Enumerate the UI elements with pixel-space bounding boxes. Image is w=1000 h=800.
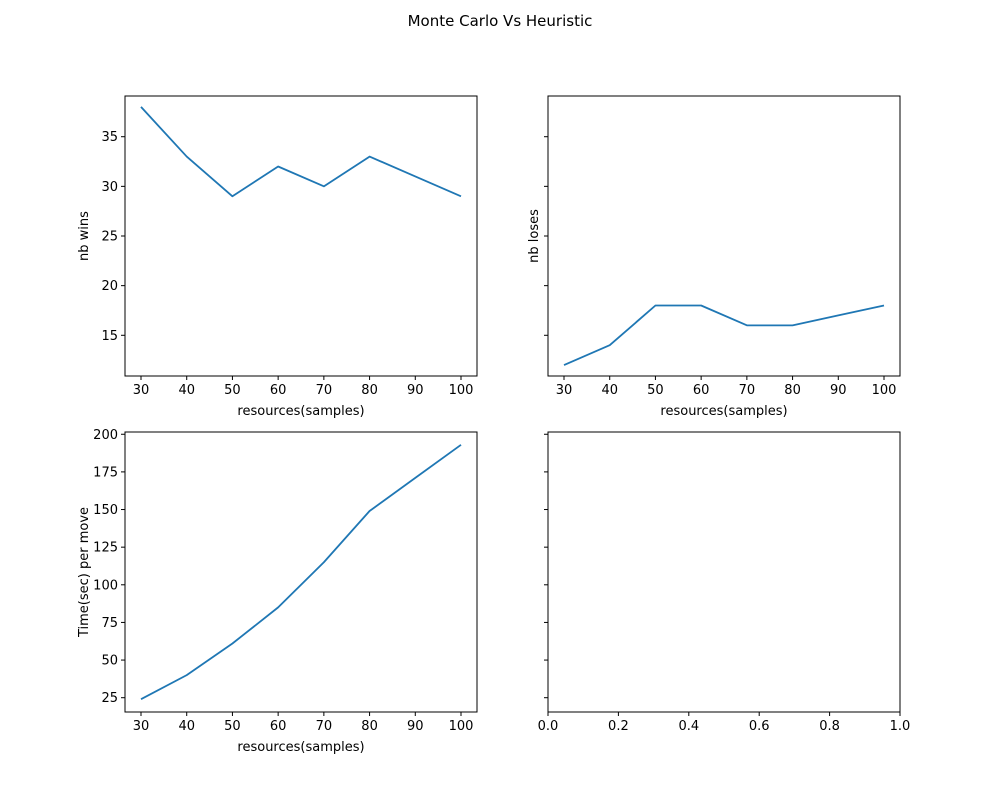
x-tick-label: 70 [316, 383, 333, 398]
y-axis-label: Time(sec) per move [77, 507, 92, 638]
subplot-top-left: 30 40 50 60 70 80 90 100 15 20 25 30 35 resources(sam… [77, 95, 478, 419]
x-tick-label: 50 [647, 383, 664, 398]
y-tick-label: 200 [93, 428, 118, 443]
x-tick-label: 100 [449, 383, 474, 398]
x-axis-label: resources(samples) [237, 404, 364, 419]
y-tick-label: 35 [101, 130, 118, 145]
series-line [140, 444, 462, 700]
x-axis-label: resources(samples) [237, 740, 364, 755]
x-tick-label: 40 [178, 719, 195, 734]
x-tick-label: 1.0 [890, 719, 911, 734]
y-tick-label: 125 [93, 541, 118, 556]
y-tick-label: 50 [101, 654, 118, 669]
x-tick-label: 0.0 [538, 719, 559, 734]
x-tick-label: 60 [270, 383, 287, 398]
y-tick-label: 25 [101, 230, 118, 245]
x-tick-label: 100 [872, 383, 897, 398]
axes-frame [547, 431, 901, 713]
y-tick-label: 150 [93, 503, 118, 518]
x-tick-label: 30 [133, 383, 150, 398]
x-tick-label: 40 [601, 383, 618, 398]
x-tick-label: 90 [830, 383, 847, 398]
x-tick-label: 0.8 [819, 719, 840, 734]
x-tick-label: 80 [784, 383, 801, 398]
x-tick-label: 100 [449, 719, 474, 734]
x-tick-label: 50 [224, 383, 241, 398]
axes-frame [124, 95, 478, 377]
series-line [563, 304, 885, 366]
figure-title: Monte Carlo Vs Heuristic [407, 12, 593, 30]
subplot-bottom-right: 0.0 0.2 0.4 0.6 0.8 1.0 [538, 431, 911, 734]
x-tick-label: 90 [407, 719, 424, 734]
y-axis-label: nb loses [527, 209, 542, 263]
y-tick-label: 30 [101, 180, 118, 195]
x-tick-label: 30 [133, 719, 150, 734]
x-tick-label: 70 [316, 719, 333, 734]
x-tick-label: 0.4 [678, 719, 699, 734]
series-line [140, 106, 462, 198]
axes-frame [547, 95, 901, 377]
x-tick-label: 60 [270, 719, 287, 734]
x-tick-label: 80 [361, 383, 378, 398]
subplot-top-right: 30 40 50 60 70 80 90 100 resources(samples) nb lo… [527, 95, 901, 419]
x-tick-label: 80 [361, 719, 378, 734]
y-axis-label: nb wins [77, 211, 92, 261]
x-tick-label: 0.2 [608, 719, 629, 734]
y-tick-label: 20 [101, 279, 118, 294]
y-tick-label: 15 [101, 329, 118, 344]
x-tick-label: 50 [224, 719, 241, 734]
y-tick-label: 100 [93, 578, 118, 593]
subplot-bottom-left: 30 40 50 60 70 80 90 100 25 50 75 100 125 150 175 200 re… [77, 428, 478, 755]
x-tick-label: 40 [178, 383, 195, 398]
y-tick-label: 75 [101, 616, 118, 631]
y-tick-label: 25 [101, 691, 118, 706]
x-tick-label: 90 [407, 383, 424, 398]
axes-frame [124, 431, 478, 713]
y-tick-label: 175 [93, 465, 118, 480]
x-axis-label: resources(samples) [660, 404, 787, 419]
x-tick-label: 30 [556, 383, 573, 398]
x-tick-label: 60 [693, 383, 710, 398]
x-tick-label: 70 [739, 383, 756, 398]
x-tick-label: 0.6 [749, 719, 770, 734]
